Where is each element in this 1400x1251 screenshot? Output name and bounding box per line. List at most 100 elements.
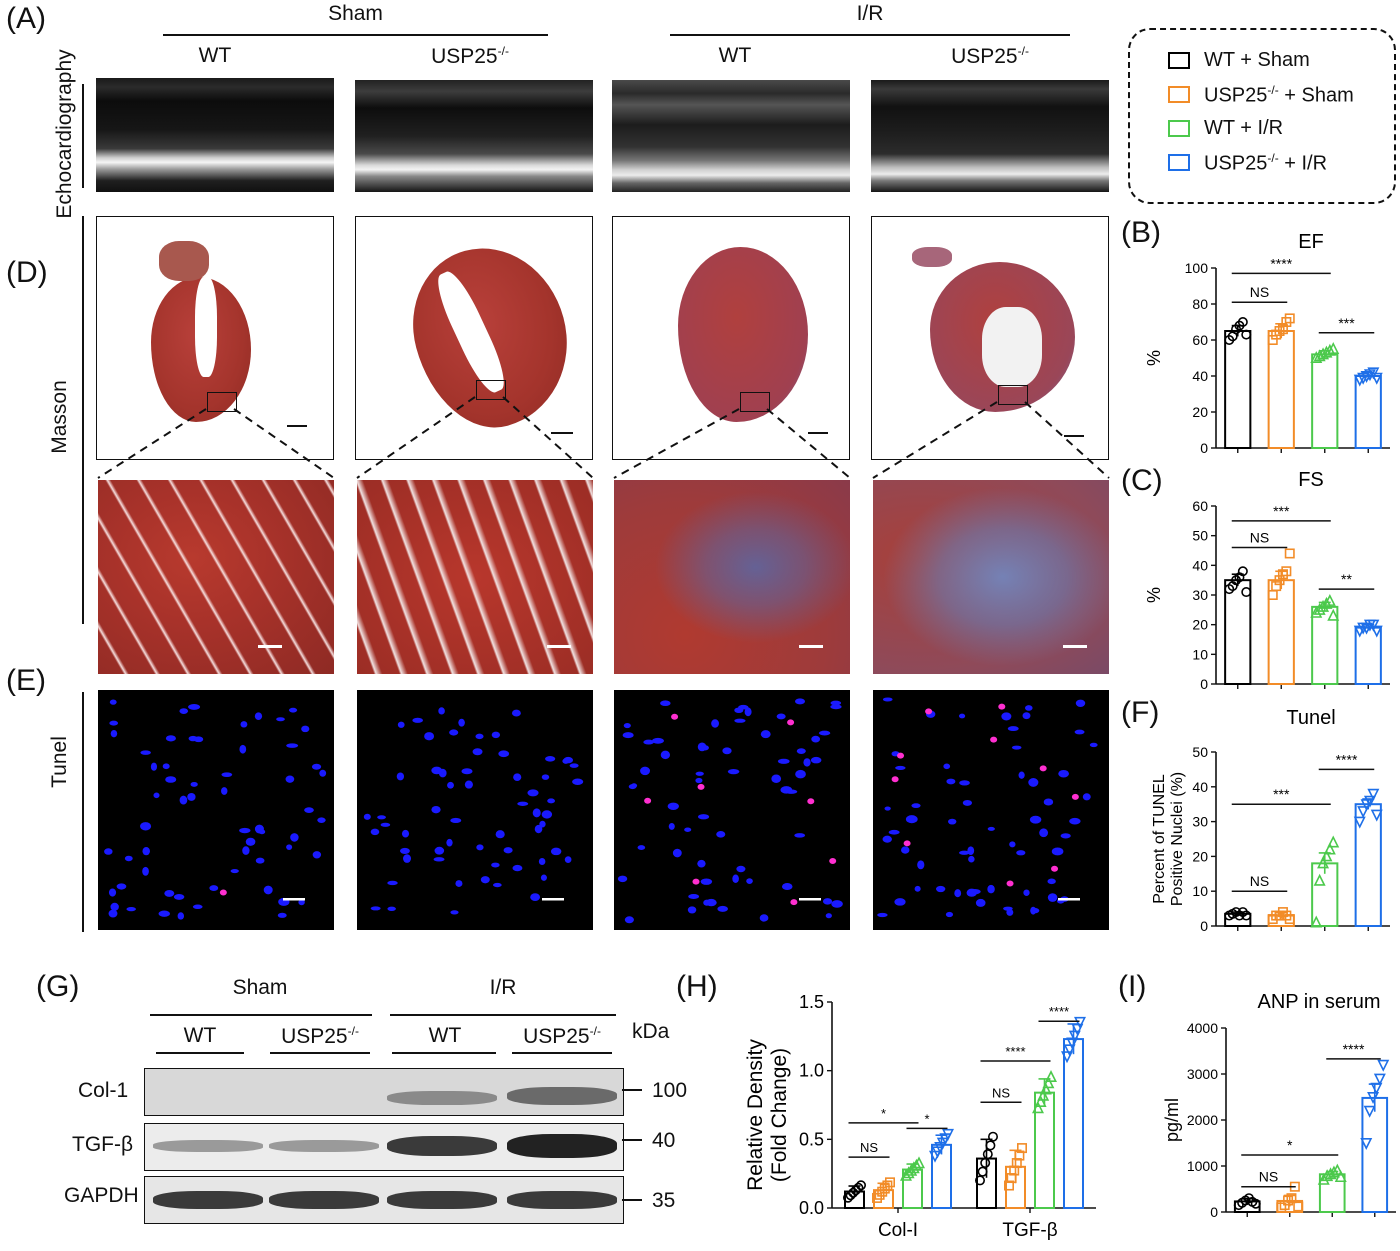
nucleus [464,780,473,789]
nucleus [959,850,970,855]
blot-sub-rule-wt-ir [392,1052,496,1054]
blot-row-label-col1: Col-1 [78,1079,129,1102]
significance-label: NS [860,1140,878,1155]
nucleus [370,906,381,911]
nucleus [736,865,746,873]
data-point [853,1182,864,1193]
nucleus [884,806,891,811]
tunel-positive-nucleus [807,798,815,805]
nucleus [187,792,196,801]
panel-letter-h: (H) [676,970,718,1003]
nucleus [1023,889,1030,896]
nucleus [795,698,806,705]
nucleus [1089,742,1098,748]
nucleus [1047,893,1058,902]
data-point [1320,849,1333,862]
panel-letter-f: (F) [1121,696,1160,729]
chart-title: FS [1298,469,1324,491]
data-point [1357,806,1370,819]
nucleus [722,747,732,755]
nucleus [695,771,704,776]
nucleus [434,846,445,855]
data-point [1276,1202,1287,1213]
panel-letter-c: (C) [1121,464,1163,497]
nucleus [1022,712,1031,720]
nucleus [140,750,151,755]
nucleus [738,704,749,710]
nucleus [472,748,483,756]
nucleus [165,776,177,783]
data-point [1286,1193,1297,1204]
nucleus [447,781,454,789]
data-point [1373,1073,1386,1086]
data-point [1370,625,1383,638]
y-tick-label: 0.5 [799,1129,824,1149]
scale-bar [799,898,821,901]
nucleus [1011,745,1022,750]
data-point [1281,566,1292,577]
nucleus [760,730,771,739]
tunel-positive-nucleus [891,776,899,783]
data-point [977,1166,988,1177]
data-point [1061,1051,1073,1064]
nucleus [911,803,921,809]
bar [1267,330,1295,449]
data-point [1320,596,1333,609]
y-axis-label: Relative Density [744,1039,767,1191]
nucleus [637,845,646,850]
nucleus [794,833,806,838]
nucleus [377,815,386,820]
bar [1034,1091,1055,1209]
data-point [1370,809,1383,822]
blot-sub-ko-ir: USP25-/- [523,1024,601,1048]
y-axis-label: pg/ml [1162,1098,1182,1142]
y-tick-label: 80 [1192,296,1208,312]
data-point [882,1180,893,1191]
nucleus [545,756,556,762]
nucleus [396,772,405,781]
nucleus [785,789,798,794]
row-rule-echo [82,84,84,188]
nucleus [254,824,264,834]
nucleus [288,707,298,713]
data-point [1313,873,1326,886]
data-point [1327,342,1340,354]
nucleus [109,699,117,705]
nucleus [179,795,188,805]
bar [1354,375,1382,449]
data-point [874,1189,885,1200]
nucleus [564,856,572,863]
y-axis-label: Percent of TUNEL [1151,774,1168,904]
significance-label: * [1287,1137,1293,1153]
masson-zoom-wt-ir [614,480,850,674]
nucleus [513,773,522,781]
group-header-ir: I/R [856,2,884,25]
tunel-positive-nucleus [925,708,933,715]
nucleus [312,851,322,859]
tunel-positive-nucleus [644,797,652,804]
data-point [1066,1037,1079,1050]
y-tick-label: 30 [1192,814,1208,830]
nucleus [450,817,462,824]
nucleus [1051,847,1064,856]
nucleus [177,912,185,920]
y-tick-label: 60 [1192,332,1208,348]
legend-swatch-wt-sham [1168,52,1190,69]
y-tick-label: 10 [1192,646,1208,662]
nucleus [1082,793,1091,801]
nucleus [165,735,176,742]
data-point [1039,1082,1052,1095]
nucleus [108,888,117,897]
data-point [1274,575,1285,586]
nucleus [1074,729,1085,735]
nucleus [954,889,962,898]
chart-title: ANP in serum [1257,991,1380,1013]
data-point [913,1156,925,1169]
nucleus [1039,828,1049,838]
nucleus [667,802,679,811]
nucleus [541,774,550,780]
y-tick-label: 10 [1192,883,1208,899]
blot-tick-col1 [622,1089,642,1091]
nucleus [1016,850,1026,856]
nucleus [622,732,634,739]
